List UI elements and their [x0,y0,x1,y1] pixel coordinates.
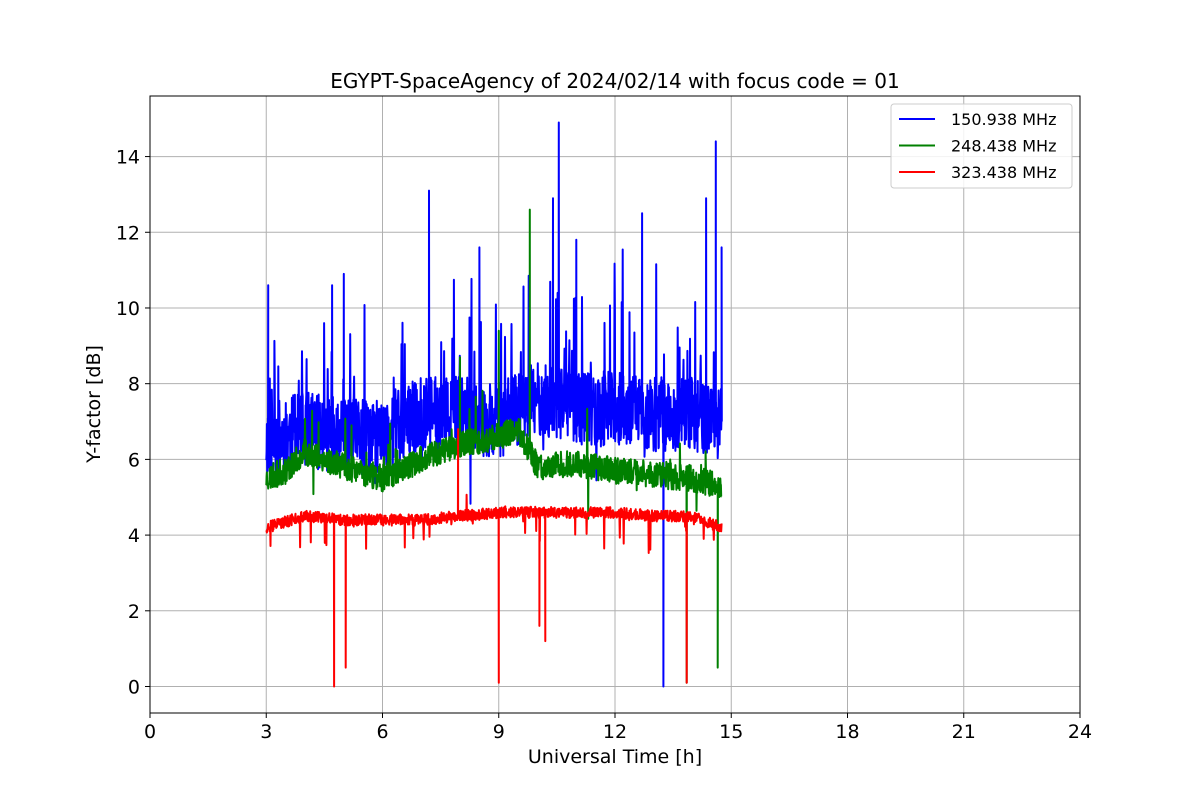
x-tick-label: 24 [1068,721,1092,743]
y-tick-label: 2 [128,601,140,623]
chart-title: EGYPT-SpaceAgency of 2024/02/14 with foc… [330,69,899,93]
y-tick-label: 6 [128,449,140,471]
x-tick-label: 15 [719,721,743,743]
legend: 150.938 MHz 248.438 MHz 323.438 MHz [890,103,1073,189]
legend-entry-label: 150.938 MHz [951,110,1056,129]
series-line [265,121,723,688]
y-tick-label: 14 [116,147,140,169]
x-tick-label: 0 [144,721,156,743]
x-tick-label: 18 [835,721,859,743]
y-tick-label: 0 [128,677,140,699]
y-tick-label: 10 [116,298,140,320]
x-axis-label: Universal Time [h] [528,746,702,768]
x-tick-label: 3 [260,721,272,743]
series-line [265,428,723,688]
series-group [265,121,723,688]
legend-frame [890,103,1073,189]
y-tick-label: 4 [128,525,140,547]
y-axis: 0 2 4 6 8 10 12 14 [116,147,150,699]
plot-area [265,121,723,688]
x-tick-label: 12 [603,721,627,743]
x-tick-label: 21 [952,721,976,743]
series-line [265,208,723,684]
x-axis: 0 3 6 9 12 15 18 21 24 [144,713,1092,743]
y-tick-label: 8 [128,374,140,396]
x-tick-label: 6 [376,721,388,743]
x-tick-label: 9 [493,721,505,743]
legend-entry-label: 323.438 MHz [951,163,1056,182]
y-axis-label: Y-factor [dB] [83,345,105,464]
legend-entry-label: 248.438 MHz [951,137,1056,156]
y-tick-label: 12 [116,222,140,244]
